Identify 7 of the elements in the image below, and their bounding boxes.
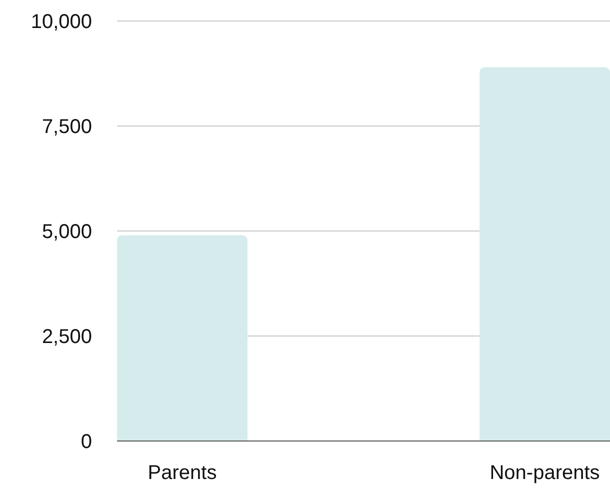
y-tick-label: 0: [80, 431, 92, 453]
y-tick-label: 5,000: [42, 221, 92, 243]
x-tick-label: Parents: [148, 462, 217, 484]
y-tick-label: 10,000: [30, 11, 92, 33]
y-tick-label: 2,500: [42, 326, 92, 348]
x-tick-label: Non-parents: [490, 462, 600, 484]
y-tick-label: 7,500: [42, 116, 92, 138]
